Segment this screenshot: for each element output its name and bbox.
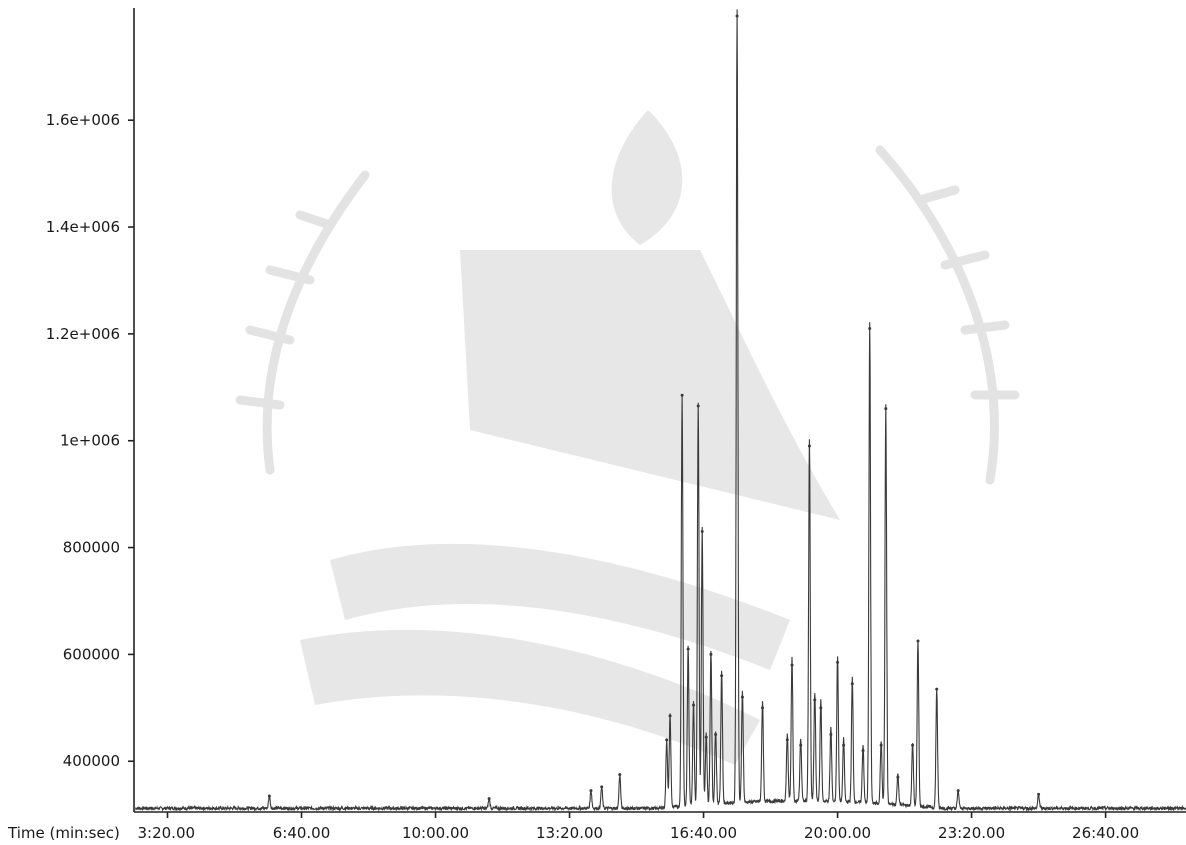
peak-point xyxy=(700,530,704,534)
y-tick-label: 1e+006 xyxy=(60,432,120,450)
peak-point xyxy=(807,444,811,448)
peak-point xyxy=(911,743,915,747)
x-tick-label: 3:20.00 xyxy=(138,824,196,842)
peak-point xyxy=(761,706,765,710)
peak-point xyxy=(884,407,888,411)
peak-point xyxy=(785,738,789,742)
watermark-emblem xyxy=(235,110,1020,765)
peak-point xyxy=(709,652,713,656)
peak-point xyxy=(740,695,744,699)
peak-point xyxy=(735,14,739,18)
peak-point xyxy=(935,687,939,691)
peak-point xyxy=(1037,792,1041,796)
peak-point xyxy=(861,749,865,753)
peak-point xyxy=(916,639,920,643)
peak-point xyxy=(819,706,823,710)
peak-point xyxy=(696,404,700,408)
peak-point xyxy=(600,785,604,789)
y-axis-ticks: 400000 600000 800000 1e+006 1.2e+006 1.4e+006… xyxy=(46,111,134,770)
watermark-wave-2 xyxy=(300,629,760,765)
y-tick-label: 400000 xyxy=(63,752,120,770)
peak-point xyxy=(686,647,690,651)
peak-point xyxy=(720,674,724,678)
x-axis-ticks: 3:20.00 6:40.00 10:00.00 13:20.00 16:40.00 20… xyxy=(138,812,1139,842)
peak-point xyxy=(487,797,491,801)
watermark-laurel-left xyxy=(235,170,370,475)
watermark-wave-1 xyxy=(330,543,790,670)
x-axis-label: Time (min:sec) xyxy=(7,824,120,842)
peak-point xyxy=(692,703,696,707)
series-line xyxy=(135,9,1186,813)
y-tick-label: 1.4e+006 xyxy=(46,218,120,236)
peak-point xyxy=(896,775,900,779)
y-tick-label: 800000 xyxy=(63,539,120,557)
peak-point xyxy=(267,794,271,798)
y-tick-label: 1.2e+006 xyxy=(46,325,120,343)
x-tick-label: 6:40.00 xyxy=(273,824,331,842)
peak-point xyxy=(799,743,803,747)
peak-point xyxy=(956,789,960,793)
peak-apexes xyxy=(267,14,1041,801)
peak-point xyxy=(618,773,622,777)
peak-point xyxy=(850,682,854,686)
peak-point xyxy=(680,393,684,397)
peak-point xyxy=(829,733,833,737)
peak-point xyxy=(813,698,817,702)
peak-point xyxy=(879,743,883,747)
y-tick-label: 1.6e+006 xyxy=(46,111,120,129)
peak-point xyxy=(704,735,708,739)
x-tick-label: 20:00.00 xyxy=(804,824,871,842)
peak-point xyxy=(836,660,840,664)
peak-point xyxy=(868,327,872,331)
x-tick-label: 10:00.00 xyxy=(402,824,469,842)
peak-point xyxy=(665,738,669,742)
peak-point xyxy=(589,789,593,793)
watermark-flame xyxy=(611,110,683,245)
x-tick-label: 26:40.00 xyxy=(1072,824,1139,842)
watermark-candle xyxy=(460,250,840,520)
peak-point xyxy=(668,714,672,718)
watermark-laurel-right xyxy=(875,145,1020,485)
x-tick-label: 13:20.00 xyxy=(536,824,603,842)
peak-point xyxy=(714,733,718,737)
y-tick-label: 600000 xyxy=(63,645,120,663)
x-tick-label: 16:40.00 xyxy=(670,824,737,842)
peak-point xyxy=(842,743,846,747)
x-tick-label: 23:20.00 xyxy=(938,824,1005,842)
peak-point xyxy=(790,663,794,667)
